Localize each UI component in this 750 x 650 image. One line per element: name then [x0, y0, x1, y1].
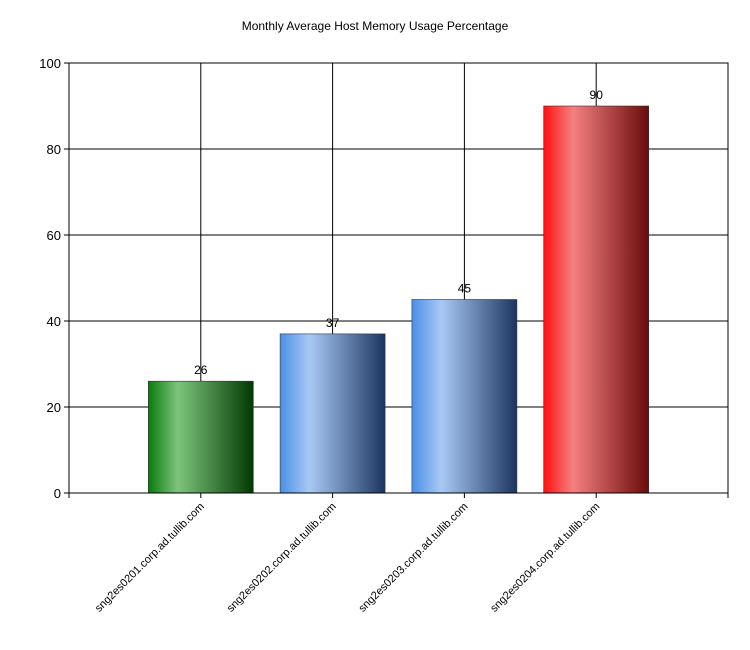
y-tick-label: 40 — [47, 314, 61, 329]
y-tick-label: 0 — [54, 486, 61, 501]
bar-4 — [543, 105, 650, 494]
x-tick-label: sng2es0203.corp.ad.tullib.com — [357, 501, 471, 615]
bar-1 — [148, 380, 254, 494]
y-tick-label: 60 — [47, 228, 61, 243]
y-tick-label: 80 — [47, 142, 61, 157]
axes — [64, 62, 729, 498]
plot-border — [68, 62, 729, 494]
x-tick-label: sng2es0201.corp.ad.tullib.com — [93, 501, 207, 615]
bar-2 — [279, 333, 386, 494]
chart-title: Monthly Average Host Memory Usage Percen… — [242, 19, 509, 33]
y-tick-label: 20 — [47, 400, 61, 415]
bar-value-label: 37 — [326, 316, 340, 330]
bar-value-label: 26 — [194, 363, 208, 377]
x-tick-label: sng2es0204.corp.ad.tullib.com — [488, 501, 602, 615]
y-tick-label: 100 — [39, 56, 61, 71]
bar-value-label: 45 — [458, 282, 472, 296]
bar-3 — [411, 299, 518, 494]
bar-value-label: 90 — [590, 88, 604, 102]
x-tick-label: sng2es0202.corp.ad.tullib.com — [225, 501, 339, 615]
bars — [148, 105, 650, 494]
